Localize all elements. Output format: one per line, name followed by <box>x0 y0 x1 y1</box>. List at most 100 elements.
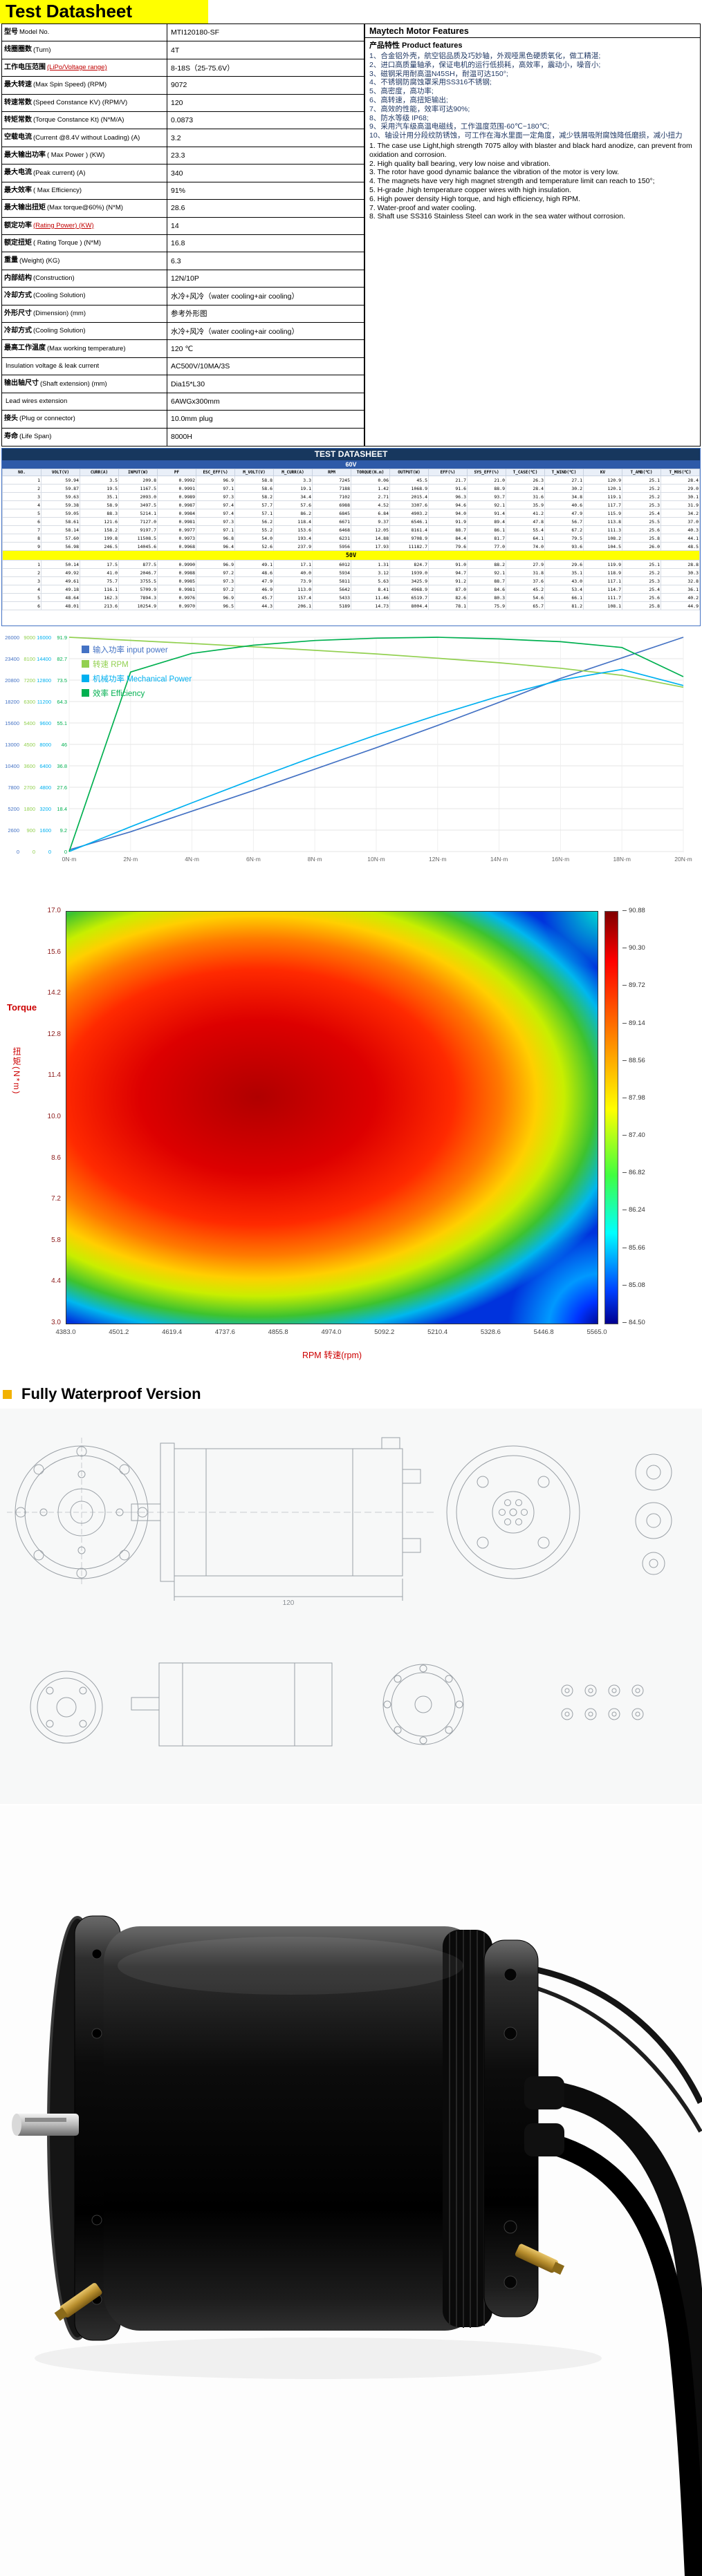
test-cell: 26.0 <box>622 542 661 551</box>
svg-text:11200: 11200 <box>37 699 51 705</box>
test-cell: 91.4 <box>467 509 506 518</box>
spec-label: Lead wires extension <box>2 393 167 411</box>
test-cell: 246.5 <box>80 542 119 551</box>
test-cell: 48.6 <box>234 568 274 577</box>
spec-label: 转速常数 (Speed Constance KV) (RPM/V) <box>2 94 167 112</box>
test-cell: 7102 <box>312 492 351 501</box>
test-cell: 88.3 <box>80 509 119 518</box>
heatmap-ytick: 12.8 <box>47 1030 61 1038</box>
test-cell: 96.4 <box>196 542 235 551</box>
spec-value: 91% <box>167 182 364 200</box>
spec-label: 重量 (Weight) (KG) <box>2 252 167 270</box>
heatmap-ytick: 3.0 <box>51 1319 61 1326</box>
test-cell: 97.3 <box>196 492 235 501</box>
legend-label: 效率 Efficiency <box>93 688 145 698</box>
test-cell: 0.9990 <box>157 560 196 569</box>
test-cell: 94.6 <box>428 500 468 509</box>
spec-label: 最大转速 (Max Spin Speed) (RPM) <box>2 77 167 94</box>
test-cell: 54.0 <box>234 534 274 543</box>
motor-photo-svg <box>12 1915 702 2576</box>
feature-item-cn: 7、高效的性能，效率可达90%; <box>369 104 470 113</box>
test-cell: 7127.0 <box>118 517 158 526</box>
svg-text:18200: 18200 <box>5 699 19 705</box>
spec-label: 冷却方式 (Cooling Solution) <box>2 323 167 340</box>
test-cell: 1939.0 <box>389 568 429 577</box>
test-cell: 57.1 <box>234 509 274 518</box>
test-cell: 7245 <box>312 476 351 485</box>
spec-value: 12N/10P <box>167 270 364 288</box>
small-side-view-drawing <box>131 1662 333 1747</box>
dimension-label: 120 <box>283 1599 295 1607</box>
spec-value: 6.3 <box>167 252 364 270</box>
svg-text:27.6: 27.6 <box>57 784 67 791</box>
spec-row: 最大转速 (Max Spin Speed) (RPM) 9072 <box>2 77 364 95</box>
legend-swatch <box>82 660 89 668</box>
svg-text:900: 900 <box>26 827 35 834</box>
test-cell: 5214.1 <box>118 509 158 518</box>
spec-value: 120 <box>167 94 364 112</box>
svg-text:6300: 6300 <box>24 699 35 705</box>
test-cell: 157.4 <box>273 593 313 602</box>
test-cell: 59.94 <box>41 476 80 485</box>
spec-row: 型号 Model No. MTI120180-SF <box>2 24 364 42</box>
feature-item-en: 3. The rotor have good dynamic balance t… <box>369 168 620 177</box>
test-cell: 25.2 <box>622 492 661 501</box>
test-cell: 49.61 <box>41 576 80 585</box>
test-table-header: NO. VOLT(V) CURR(A) INPUT(W) PF ESC_EFF(%) M_V… <box>2 469 700 476</box>
spec-value: 340 <box>167 164 364 182</box>
spec-label: 线圈圈数 (Turn) <box>2 41 167 59</box>
test-cell: 97.4 <box>196 509 235 518</box>
svg-text:2700: 2700 <box>24 784 35 791</box>
test-cell: 120.1 <box>583 484 622 493</box>
features-panel: Maytech Motor Features 产品特性 Product feat… <box>364 24 700 446</box>
test-cell: 44.9 <box>661 601 700 610</box>
svg-text:14N·m: 14N·m <box>490 856 508 863</box>
legend-swatch <box>82 689 89 697</box>
svg-text:20800: 20800 <box>5 677 19 684</box>
test-cell: 2 <box>2 484 41 493</box>
test-row: 8 57.60 199.8 11508.5 0.9973 96.8 54.0 193.4 623… <box>2 534 700 543</box>
spec-label: Insulation voltage & leak current <box>2 357 167 375</box>
test-cell: 75.9 <box>467 601 506 610</box>
heatmap-xtick: 5565.0 <box>586 1328 607 1336</box>
heatmap-xtick: 5092.2 <box>374 1328 395 1336</box>
test-cell: 3307.6 <box>389 500 429 509</box>
test-cell: 37.6 <box>506 576 545 585</box>
test-row: 2 59.87 19.5 1167.5 0.9991 97.1 58.6 19.1 7188 1.… <box>2 484 700 493</box>
heatmap-xlabel: RPM 转速(rpm) <box>302 1351 362 1360</box>
spec-row: 冷却方式 (Cooling Solution) 水冷+风冷（water coolin… <box>2 323 364 341</box>
heatmap-colorbar-tick: 90.88 <box>622 907 661 914</box>
test-cell: 96.9 <box>196 593 235 602</box>
spec-row: 转矩常数 (Torque Constance Kt) (N*M/A) 0.0873 <box>2 112 364 130</box>
test-cell: 88.9 <box>467 484 506 493</box>
spec-value: Dia15*L30 <box>167 375 364 393</box>
spec-row: 重量 (Weight) (KG) 6.3 <box>2 252 364 270</box>
spec-row: 最大电流 (Peak current) (A) 340 <box>2 164 364 182</box>
test-cell: 0.9984 <box>157 509 196 518</box>
series-efficiency <box>68 637 684 852</box>
svg-text:9600: 9600 <box>39 720 51 726</box>
features-en-list: 1. The case use Light,high strength 7075… <box>369 142 696 221</box>
test-cell: 91.0 <box>428 560 468 569</box>
test-cell: 81.7 <box>467 534 506 543</box>
test-cell: 111.3 <box>583 525 622 534</box>
test-cell: 5.63 <box>351 576 390 585</box>
svg-text:7200: 7200 <box>24 677 35 684</box>
test-cell: 206.1 <box>273 601 313 610</box>
test-cell: 117.1 <box>583 576 622 585</box>
heatmap-ytick: 4.4 <box>51 1277 61 1286</box>
heatmap-ytick: 15.6 <box>47 948 61 956</box>
heatmap-colorbar-tick: 90.30 <box>622 944 661 952</box>
test-cell: 115.9 <box>583 509 622 518</box>
spec-row: 冷却方式 (Cooling Solution) 水冷+风冷（water coolin… <box>2 288 364 305</box>
spec-value: 参考外形图 <box>167 305 364 323</box>
spec-label: 输出轴尺寸 (Shaft extension) (mm) <box>2 375 167 393</box>
test-cell: 25.6 <box>622 593 661 602</box>
test-cell: 0.9981 <box>157 585 196 594</box>
test-cell: 88.2 <box>467 560 506 569</box>
spec-label: 额定扭矩( Rating Torque ) (N*M) <box>2 234 167 252</box>
test-cell: 56.98 <box>41 542 80 551</box>
test-cell: 113.0 <box>273 585 313 594</box>
spec-row: 线圈圈数 (Turn) 4T <box>2 41 364 59</box>
test-cell: 5433 <box>312 593 351 602</box>
